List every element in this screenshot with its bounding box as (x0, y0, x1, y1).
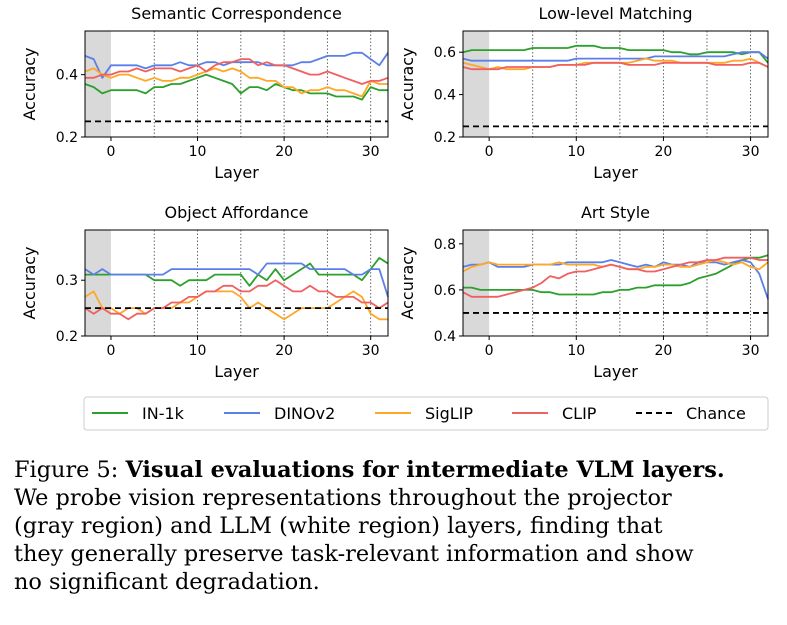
caption-line-4: no significant degradation. (14, 568, 782, 596)
chart-semantic-correspondence-xtick-label: 0 (107, 144, 116, 160)
chart-object-affordance-series-clip (85, 280, 388, 319)
chart-art-style-ytick-label: 0.8 (434, 237, 456, 253)
figure-caption: Figure 5: Visual evaluations for interme… (14, 456, 782, 596)
chart-semantic-correspondence-title: Semantic Correspondence (131, 4, 342, 23)
chart-object-affordance-xtick-label: 0 (107, 343, 116, 359)
chart-semantic-correspondence-xtick-label: 20 (275, 144, 293, 160)
caption-title: Visual evaluations for intermediate VLM … (125, 457, 724, 483)
chart-semantic-correspondence-ytick-label: 0.2 (56, 130, 78, 146)
chart-low-level-matching-ylabel: Accuracy (398, 47, 417, 120)
chart-semantic-correspondence-series-siglip (85, 68, 388, 96)
chart-object-affordance-frame (85, 230, 388, 336)
chart-low-level-matching-projector-region (463, 31, 489, 137)
chart-art-style-xtick-label: 0 (485, 343, 494, 359)
chart-art-style-ytick-label: 0.6 (434, 283, 456, 299)
chart-object-affordance-series-in-1k (85, 258, 388, 286)
chart-art-style: 0.4 0.6 0.8 0 10 20 30 Art Style Layer Accuracy (398, 203, 768, 381)
chart-low-level-matching: 0.2 0.4 0.6 0 10 20 30 Low-level Matching Layer A… (398, 4, 768, 182)
chart-art-style-xtick-label: 30 (742, 343, 760, 359)
caption-line-2: (gray region) and LLM (white region) lay… (14, 512, 782, 540)
legend-label-clip: CLIP (562, 404, 597, 423)
chart-low-level-matching-series-clip (463, 63, 768, 69)
figure-charts: 0.2 0.4 0 10 20 30 Semantic Correspondence Laye… (0, 0, 787, 440)
legend-label-in-1k: IN-1k (142, 404, 185, 423)
chart-object-affordance-xtick-label: 10 (189, 343, 207, 359)
chart-object-affordance-ytick-label: 0.2 (56, 329, 78, 345)
chart-semantic-correspondence-series-dinov2 (85, 53, 388, 78)
chart-semantic-correspondence-ytick-label: 0.4 (56, 68, 78, 84)
chart-object-affordance-ytick-label: 0.3 (56, 273, 78, 289)
chart-low-level-matching-xtick-label: 30 (742, 144, 760, 160)
caption-line-3: they generally preserve task-relevant in… (14, 540, 782, 568)
chart-art-style-ylabel: Accuracy (398, 246, 417, 319)
legend-label-siglip: SigLIP (425, 404, 473, 423)
chart-art-style-xtick-label: 10 (567, 343, 585, 359)
legend-label-chance: Chance (686, 404, 746, 423)
chart-object-affordance-projector-region (85, 230, 111, 336)
chart-art-style-title: Art Style (581, 203, 650, 222)
legend-label-dinov2: DINOv2 (274, 404, 335, 423)
chart-art-style-xtick-label: 20 (655, 343, 673, 359)
chart-art-style-projector-region (463, 230, 489, 336)
chart-semantic-correspondence: 0.2 0.4 0 10 20 30 Semantic Correspondence Laye… (20, 4, 388, 182)
chart-object-affordance-ylabel: Accuracy (20, 246, 39, 319)
chart-low-level-matching-ytick-label: 0.4 (434, 88, 456, 104)
chart-low-level-matching-xlabel: Layer (593, 163, 638, 182)
chart-semantic-correspondence-xlabel: Layer (214, 163, 259, 182)
chart-object-affordance-xtick-label: 30 (362, 343, 380, 359)
caption-line-1: We probe vision representations througho… (14, 484, 782, 512)
chart-art-style-ytick-label: 0.4 (434, 329, 456, 345)
chart-object-affordance-xtick-label: 20 (275, 343, 293, 359)
chart-object-affordance-title: Object Affordance (165, 203, 309, 222)
chart-low-level-matching-series-dinov2 (463, 52, 768, 61)
chart-legend: IN-1k DINOv2 SigLIP CLIP Chance (84, 397, 768, 430)
chart-low-level-matching-ytick-label: 0.6 (434, 45, 456, 61)
chart-object-affordance-xlabel: Layer (214, 362, 259, 381)
chart-semantic-correspondence-ylabel: Accuracy (20, 47, 39, 120)
chart-low-level-matching-title: Low-level Matching (539, 4, 693, 23)
chart-art-style-xlabel: Layer (593, 362, 638, 381)
chart-low-level-matching-xtick-label: 0 (485, 144, 494, 160)
chart-low-level-matching-xtick-label: 10 (567, 144, 585, 160)
chart-art-style-frame (463, 230, 768, 336)
chart-semantic-correspondence-series-in-1k (85, 75, 388, 100)
chart-object-affordance-series-dinov2 (85, 264, 388, 297)
caption-label: Figure 5: (14, 457, 118, 483)
chart-low-level-matching-ytick-label: 0.2 (434, 130, 456, 146)
chart-semantic-correspondence-xtick-label: 30 (362, 144, 380, 160)
chart-semantic-correspondence-xtick-label: 10 (189, 144, 207, 160)
caption-first-line: Figure 5: Visual evaluations for interme… (14, 456, 782, 484)
chart-low-level-matching-frame (463, 31, 768, 137)
chart-object-affordance: 0.2 0.3 0 10 20 30 Object Affordance Layer Accur… (20, 203, 388, 381)
chart-low-level-matching-xtick-label: 20 (655, 144, 673, 160)
chart-object-affordance-series-siglip (85, 291, 388, 319)
